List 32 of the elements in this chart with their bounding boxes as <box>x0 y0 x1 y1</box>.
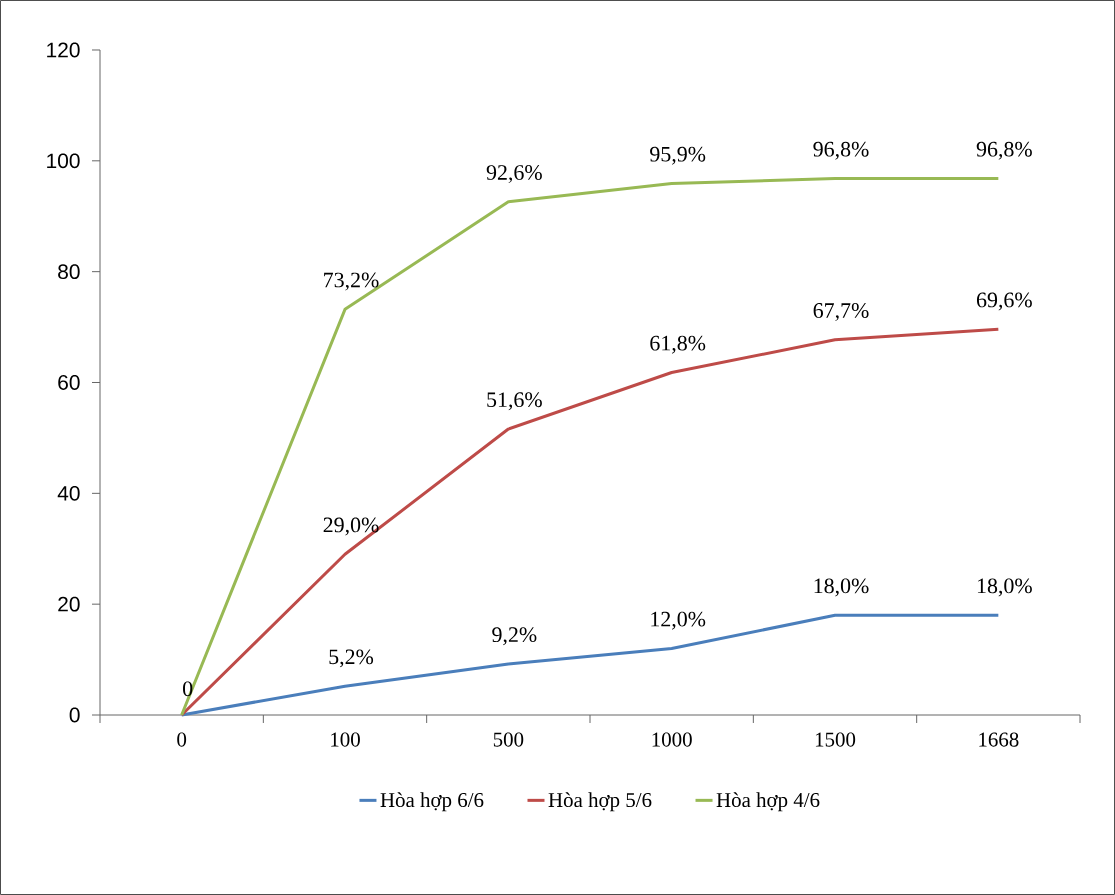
x-tick-label: 100 <box>331 732 360 747</box>
data-label: 51,6% <box>487 392 542 411</box>
x-tick-label: 500 <box>493 732 524 747</box>
x-tick-label: 0 <box>177 732 187 747</box>
data-label: 92,6% <box>486 165 542 184</box>
data-label: 9,2% <box>492 627 537 646</box>
legend-label: Hòa hợp 5/6 <box>548 792 652 812</box>
data-label: 96,8% <box>813 141 869 160</box>
y-tick-label: 120 <box>47 42 80 58</box>
data-label: 73,2% <box>324 272 379 291</box>
x-tick-label: 1000 <box>652 732 692 747</box>
data-label: 95,9% <box>650 146 706 165</box>
data-label: 29,0% <box>323 517 379 536</box>
data-label: 5,2% <box>329 649 374 668</box>
data-label: 12,0% <box>651 611 706 630</box>
y-tick-label: 60 <box>58 375 80 390</box>
legend-label: Hòa hợp 6/6 <box>380 792 484 812</box>
data-label: 18,0% <box>814 578 869 597</box>
line-series <box>180 613 1000 717</box>
data-label: 18,0% <box>977 578 1032 597</box>
data-label: 61,8% <box>650 335 706 354</box>
x-tick-label: 1500 <box>815 732 856 747</box>
y-tick-label: 100 <box>47 153 80 169</box>
y-tick-label: 20 <box>58 596 80 612</box>
data-label: 69,6% <box>976 292 1032 311</box>
y-tick-label: 40 <box>57 485 80 501</box>
legend-label: Hòa hợp 4/6 <box>716 792 820 812</box>
data-label: 96,8% <box>976 141 1032 160</box>
data-label: 67,7% <box>813 303 869 322</box>
y-tick-label: 0 <box>69 707 80 723</box>
y-tick-label: 80 <box>58 264 80 280</box>
x-tick-label: 1668 <box>979 732 1019 747</box>
